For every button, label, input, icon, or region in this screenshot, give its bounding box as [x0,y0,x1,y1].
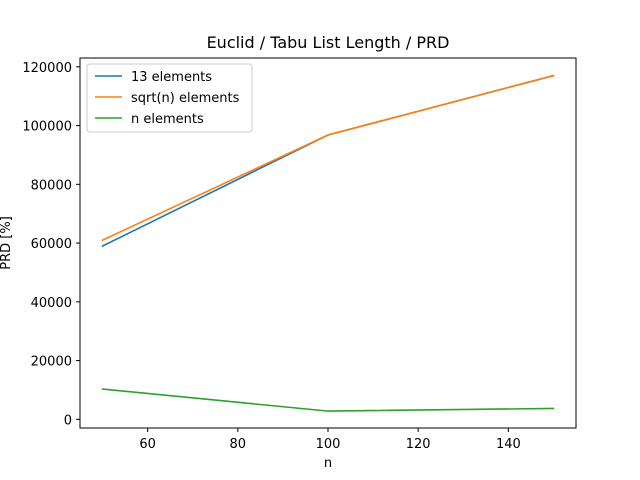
x-tick-label: 80 [230,437,247,452]
series-layer [101,74,555,412]
x-tick-label: 120 [406,437,431,452]
x-tick-label: 140 [496,437,521,452]
x-axis-label: n [324,456,332,471]
chart-title: Euclid / Tabu List Length / PRD [207,33,450,52]
x-tick-label: 60 [139,437,156,452]
y-tick-label: 60000 [31,237,72,252]
legend-label-2: n elements [131,112,204,127]
series-line-2 [101,388,555,412]
y-tick-label: 100000 [22,120,72,135]
x-axis-ticks: 60 80 100 120 140 [139,428,521,452]
legend-label-1: sqrt(n) elements [131,91,240,106]
y-axis-ticks: 0 20000 40000 60000 80000 100000 120000 [22,61,80,428]
y-tick-label: 80000 [31,178,72,193]
y-tick-label: 20000 [31,355,72,370]
legend: 13 elements sqrt(n) elements n elements [86,63,253,133]
y-tick-label: 120000 [22,61,72,76]
y-tick-label: 40000 [31,296,72,311]
legend-box [86,63,253,133]
legend-label-0: 13 elements [131,70,212,85]
y-axis-label: PRD [%] [0,216,14,270]
series-line-1 [101,74,555,242]
x-tick-label: 100 [316,437,341,452]
y-tick-label: 0 [64,413,72,428]
